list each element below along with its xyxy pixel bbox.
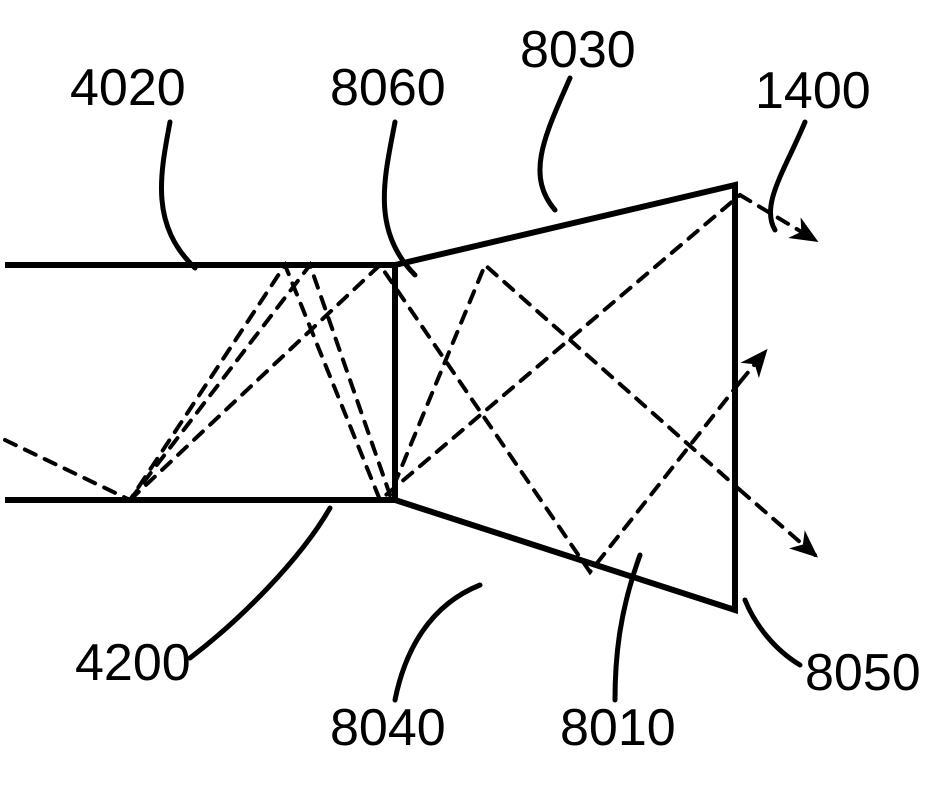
- leader-l8030: [540, 78, 570, 210]
- ray-r3: [130, 265, 740, 572]
- leader-lines: [161, 78, 805, 700]
- label-8030: 8030: [520, 21, 636, 79]
- ray-exit-arrow1: [740, 195, 815, 240]
- ray-r1: [5, 195, 740, 500]
- leader-l4200: [190, 508, 330, 658]
- label-4200: 4200: [75, 634, 191, 692]
- ray-exit-arrow3: [740, 352, 765, 382]
- label-1400: 1400: [755, 62, 871, 120]
- leader-l8040: [395, 585, 480, 700]
- leader-l1400: [770, 122, 805, 230]
- ray-r2: [130, 265, 740, 500]
- optical-structure: [5, 185, 735, 610]
- leader-l8050: [745, 600, 800, 665]
- output-taper: [395, 185, 735, 610]
- label-8010: 8010: [560, 699, 676, 757]
- diagram-canvas: 4020 8060 8030 1400 4200 8040 8010 8050: [0, 0, 947, 791]
- leader-l4020: [161, 122, 195, 268]
- label-8050: 8050: [805, 644, 921, 702]
- leader-l8060: [384, 122, 415, 275]
- ray-exit-arrow2: [740, 490, 815, 555]
- label-8040: 8040: [330, 699, 446, 757]
- ray-paths: [5, 195, 815, 572]
- label-8060: 8060: [330, 59, 446, 117]
- label-4020: 4020: [70, 59, 186, 117]
- reference-labels: 4020 8060 8030 1400 4200 8040 8010 8050: [70, 21, 921, 757]
